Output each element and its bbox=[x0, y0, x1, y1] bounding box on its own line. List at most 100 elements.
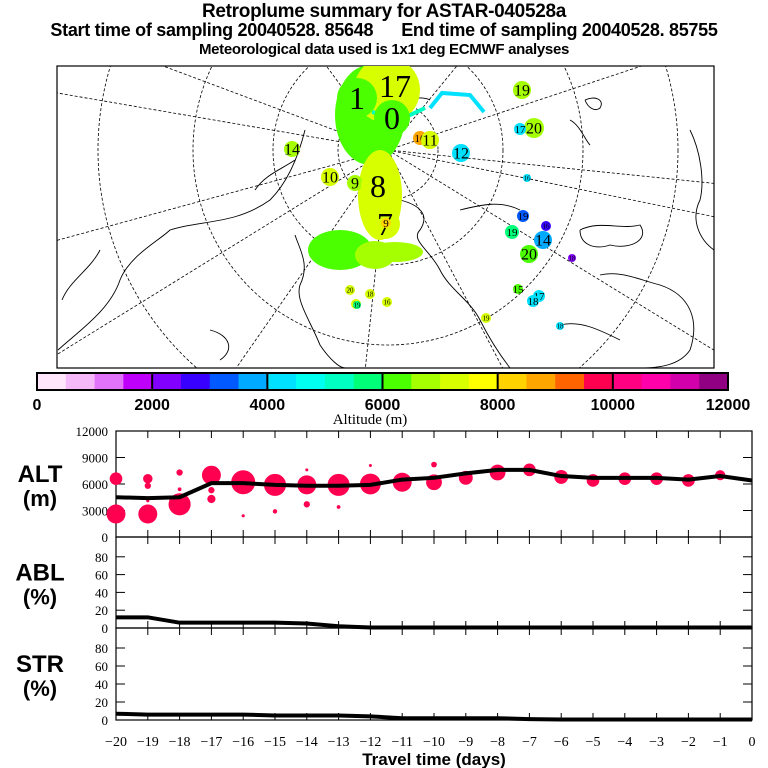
altitude-bubble bbox=[208, 487, 215, 494]
colorbar-segment bbox=[353, 373, 383, 390]
panel-abl: 0 20 40 60 80 ABL(%) bbox=[15, 536, 753, 636]
plume-day-label: 8 bbox=[370, 168, 386, 204]
plume-marker bbox=[365, 289, 375, 299]
x-tick-label: −7 bbox=[522, 735, 537, 750]
plume-day-label: 19 bbox=[514, 83, 530, 100]
meridian bbox=[57, 92, 389, 151]
x-tick-label: 0 bbox=[749, 735, 756, 750]
plume-marker bbox=[556, 322, 564, 330]
plume-day-label: 19 bbox=[354, 301, 362, 309]
altitude-bubble bbox=[144, 482, 151, 489]
y-axis-label: (%) bbox=[23, 676, 57, 701]
altitude-bubble bbox=[431, 461, 437, 468]
altitude-bubble bbox=[109, 472, 123, 486]
altitude-bubble bbox=[272, 509, 278, 514]
plume-marker bbox=[347, 175, 363, 191]
coastline bbox=[57, 129, 306, 351]
plume-day-label: 19 bbox=[507, 227, 519, 239]
plume-day-label: 19 bbox=[483, 314, 491, 322]
colorbar-segment bbox=[152, 373, 182, 390]
colorbar-segment bbox=[670, 373, 700, 390]
coastline bbox=[209, 329, 230, 361]
plume-marker bbox=[452, 144, 470, 162]
plume-marker bbox=[345, 285, 355, 295]
plume-day-label: 10 bbox=[322, 170, 338, 187]
colorbar-segment bbox=[555, 373, 585, 390]
y-tick-label: 60 bbox=[95, 659, 108, 674]
x-tick-label: −14 bbox=[296, 735, 318, 750]
plume-day-label: 20 bbox=[347, 286, 355, 294]
plume-trajectory bbox=[428, 90, 486, 114]
colorbar-segment bbox=[94, 373, 124, 390]
coastline bbox=[254, 159, 296, 191]
altitude-bubble bbox=[241, 514, 245, 518]
y-tick-label: 20 bbox=[95, 695, 108, 710]
y-tick-label: 0 bbox=[102, 530, 109, 545]
meridian bbox=[387, 149, 504, 368]
plume-day-label: 1 bbox=[349, 80, 365, 116]
plume-day-label: 19 bbox=[518, 211, 530, 223]
plume-marker bbox=[373, 66, 417, 108]
plume-marker bbox=[520, 245, 538, 263]
colorbar-segment bbox=[65, 373, 96, 390]
plume-blob bbox=[308, 230, 372, 270]
plume-marker bbox=[421, 131, 439, 149]
coastline bbox=[61, 249, 101, 301]
plume-day-label: 17 bbox=[534, 291, 546, 303]
plume-blob bbox=[367, 242, 423, 262]
sampling-times: Start time of sampling 20040528. 85648 En… bbox=[0, 20, 768, 41]
plume-marker bbox=[481, 313, 491, 323]
plume-day-label: 16 bbox=[524, 174, 532, 182]
x-tick-label: −17 bbox=[200, 735, 222, 750]
y-tick-label: 3000 bbox=[82, 504, 108, 519]
coastline bbox=[579, 224, 643, 248]
colorbar-segment bbox=[37, 373, 67, 390]
altitude-bubble bbox=[207, 494, 216, 504]
latitude-circle bbox=[97, 66, 679, 368]
plume-day-label: 17 bbox=[379, 68, 411, 104]
str-fraction-line bbox=[115, 711, 752, 722]
plume-map: 1710192017141098791611121919142016181517… bbox=[56, 65, 715, 369]
y-tick-label: 20 bbox=[95, 603, 108, 618]
colorbar-segment bbox=[584, 373, 614, 390]
coastline bbox=[399, 199, 511, 368]
y-tick-label: 0 bbox=[102, 713, 109, 728]
x-tick-label: −2 bbox=[681, 735, 696, 750]
plume-marker bbox=[513, 284, 523, 294]
altitude-bubble bbox=[138, 504, 158, 524]
meridian bbox=[161, 66, 389, 151]
altitude-bubble bbox=[143, 473, 153, 484]
plume-marker bbox=[374, 100, 410, 136]
colorbar-segment bbox=[699, 373, 729, 390]
x-tick-label: −12 bbox=[359, 735, 381, 750]
plume-marker bbox=[527, 295, 539, 307]
altitude-bubble bbox=[106, 504, 126, 524]
colorbar-tick-label: 12000 bbox=[706, 397, 751, 414]
coastline bbox=[689, 129, 714, 251]
colorbar-segment bbox=[180, 373, 211, 390]
chart-title: Retroplume summary for ASTAR-040528a bbox=[201, 1, 567, 22]
plume-marker bbox=[541, 221, 551, 231]
altitude-bubble bbox=[336, 505, 341, 509]
plume-day-label: 12 bbox=[453, 146, 469, 163]
plume-marker bbox=[514, 123, 526, 135]
x-tick-label: −4 bbox=[617, 735, 632, 750]
colorbar-segment bbox=[526, 373, 556, 390]
altitude-bubble bbox=[305, 468, 309, 472]
meridian bbox=[387, 149, 714, 184]
altitude-colorbar: 0 2000 4000 6000 8000 10000 12000 bbox=[33, 372, 751, 414]
y-axis-label: ALT bbox=[18, 461, 63, 488]
x-tick-label: −3 bbox=[649, 735, 664, 750]
plume-marker bbox=[353, 301, 361, 309]
y-tick-label: 40 bbox=[95, 677, 108, 692]
plume-marker bbox=[517, 210, 529, 222]
y-tick-label: 6000 bbox=[82, 477, 108, 492]
meridian bbox=[387, 149, 714, 218]
plume-marker bbox=[337, 78, 377, 118]
plume-day-label: 16 bbox=[543, 222, 551, 230]
plume-marker bbox=[381, 218, 391, 228]
colorbar-tick-label: 2000 bbox=[134, 397, 170, 414]
x-tick-label: −18 bbox=[169, 735, 191, 750]
plume-day-label: 14 bbox=[535, 233, 551, 250]
